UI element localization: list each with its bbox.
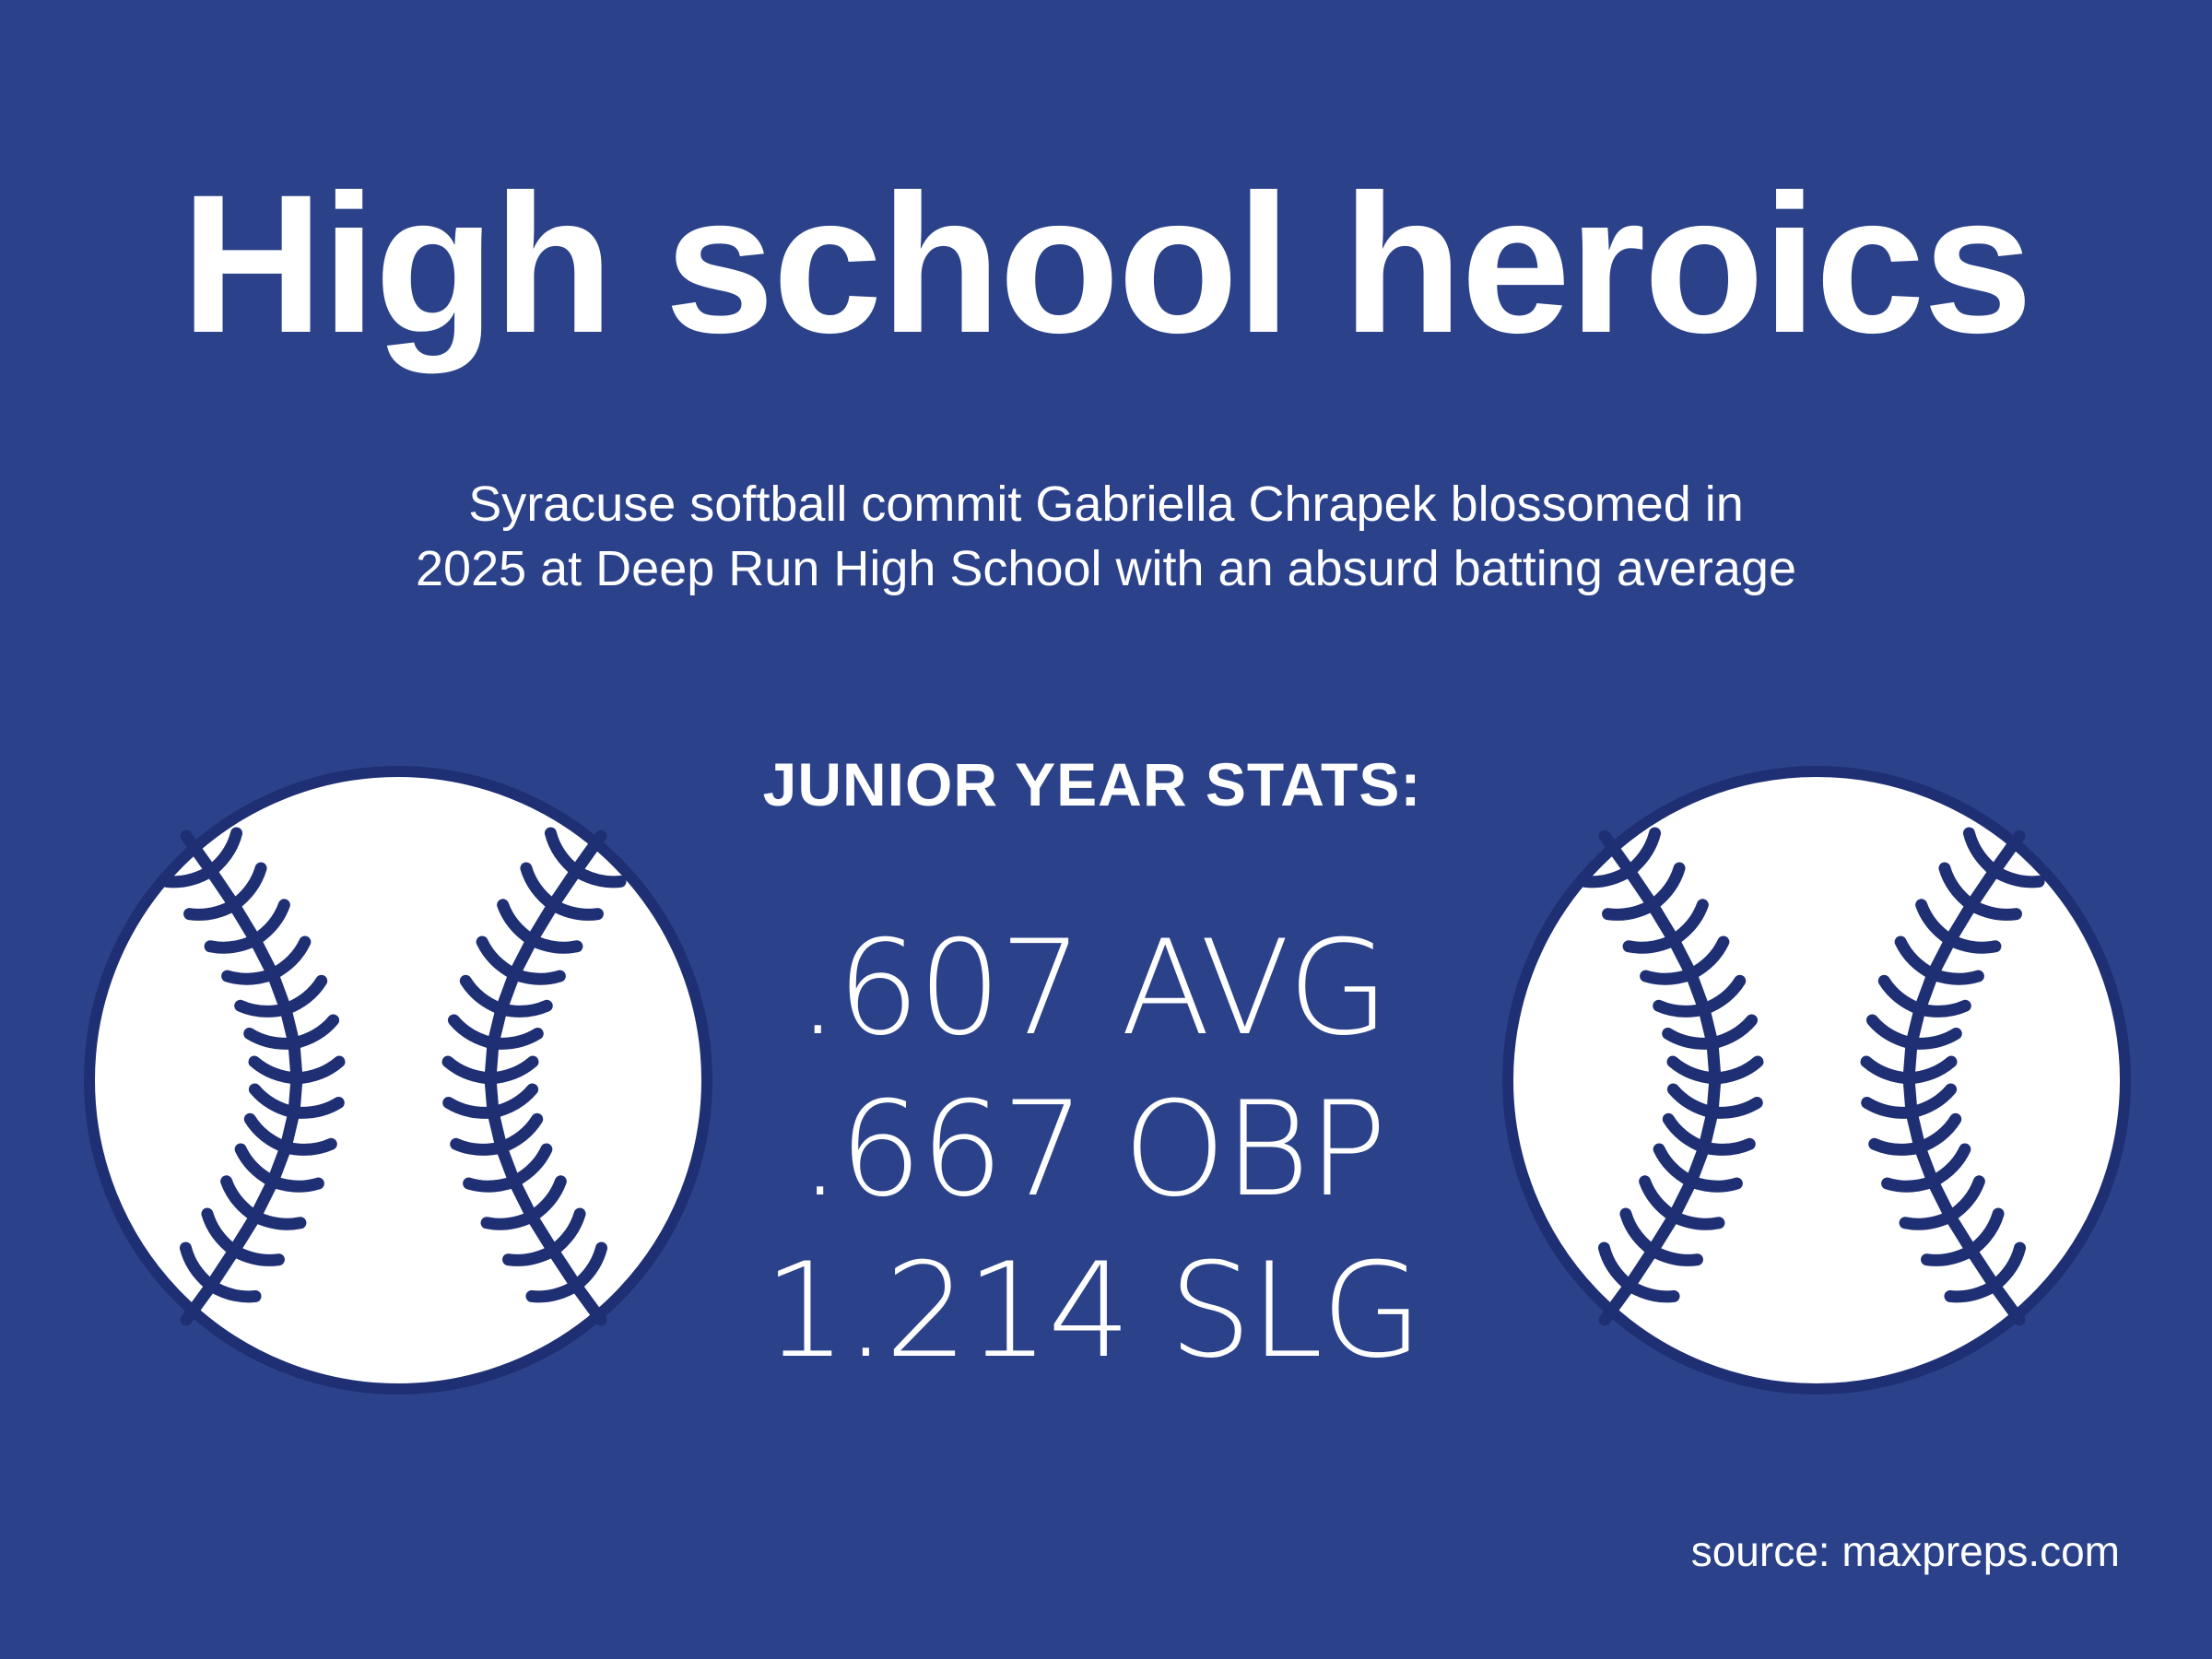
stitch-mark	[1706, 1014, 1759, 1050]
stitch-mark	[228, 862, 267, 912]
stitch-mark	[1685, 935, 1730, 981]
stitch-mark	[508, 968, 566, 985]
stitch-mark	[1667, 1210, 1725, 1230]
stitch-mark	[1623, 827, 1662, 877]
stitch-mark	[508, 1143, 553, 1188]
stitch-mark	[249, 899, 290, 947]
stitch-mark	[266, 935, 312, 981]
stitching-icon	[160, 827, 627, 1326]
stitch-mark	[1988, 1241, 2027, 1292]
stitch-mark	[495, 1112, 544, 1154]
stitch-mark	[279, 1137, 337, 1156]
stitch-mark	[487, 1027, 544, 1050]
stitch-mark	[1913, 1112, 1962, 1154]
stitch-mark	[1623, 1279, 1680, 1303]
stats-list: .607 AVG .667 OBP 1.214 SLG	[0, 908, 2184, 1392]
stitch-mark	[1965, 1207, 2005, 1257]
stitch-mark	[1944, 934, 2002, 954]
stitch-mark	[1646, 1244, 1703, 1266]
stitch-mark	[1926, 968, 1984, 985]
stitch-mark	[1965, 899, 2022, 921]
stitch-mark	[1646, 862, 1686, 912]
stitch-mark	[1709, 1055, 1764, 1085]
stitch-mark	[1698, 974, 1747, 1016]
stitch-mark	[1926, 1143, 1971, 1188]
source-credit: source: maxpreps.com	[1690, 1527, 2120, 1575]
stitch-mark	[205, 827, 243, 877]
stitch-mark	[228, 1244, 285, 1266]
stitch-mark	[570, 865, 627, 888]
stitch-mark	[547, 1207, 586, 1257]
stitch-mark	[1685, 1175, 1743, 1193]
stitch-mark	[1667, 899, 1709, 947]
stitch-mark	[288, 1096, 345, 1119]
stitch-mark	[525, 934, 583, 954]
stitch-mark	[205, 1279, 262, 1303]
stitch-mark	[1988, 865, 2045, 888]
subtitle-line: 2025 at Deep Run High School with an abs…	[416, 541, 1796, 596]
stitch-mark	[288, 1014, 340, 1050]
stitch-mark	[495, 999, 553, 1018]
softball-icon	[1502, 766, 2131, 1394]
stitching-icon	[1579, 827, 2045, 1326]
stat-obp: .667 OBP	[799, 1074, 1387, 1226]
stat-avg: .607 AVG	[796, 912, 1390, 1065]
stitch-mark	[290, 1055, 346, 1085]
stitch-mark	[1698, 1137, 1756, 1156]
page-title: High school heroics	[181, 154, 2032, 374]
stitch-mark	[525, 1175, 567, 1223]
stitch-mark	[487, 1083, 539, 1119]
stitch-mark	[1944, 1175, 1985, 1223]
stitch-mark	[1706, 1096, 1763, 1119]
stitch-mark	[547, 899, 604, 921]
stitch-mark	[1902, 1055, 1958, 1085]
softball-icon	[84, 766, 712, 1394]
stitch-mark	[1913, 999, 1971, 1018]
subtitle-line: Syracuse softball commit Gabriella Chrap…	[468, 477, 1744, 532]
stat-slg: 1.214 SLG	[763, 1235, 1423, 1387]
stitch-mark	[570, 1241, 608, 1292]
stitch-mark	[1905, 1027, 1962, 1050]
stitch-mark	[484, 1055, 539, 1085]
stats-heading: JUNIOR YEAR STATS:	[762, 750, 1422, 818]
stitch-mark	[279, 974, 328, 1016]
stitch-mark	[1905, 1083, 1958, 1119]
stitch-mark	[249, 1210, 307, 1230]
stitch-mark	[266, 1175, 324, 1193]
subtitle: Syracuse softball commit Gabriella Chrap…	[0, 472, 2212, 601]
